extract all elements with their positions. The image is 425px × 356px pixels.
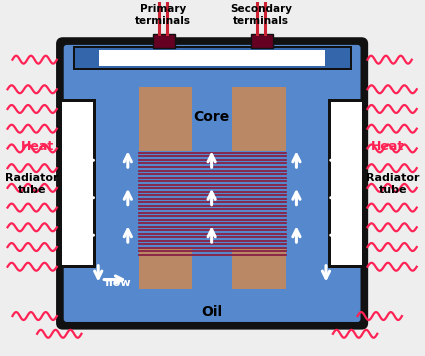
Bar	[74, 48, 350, 68]
Text: Radiator
tube: Radiator tube	[6, 173, 59, 195]
FancyBboxPatch shape	[64, 45, 360, 322]
Bar	[139, 87, 286, 151]
Bar	[328, 99, 366, 268]
Bar	[251, 34, 273, 48]
FancyBboxPatch shape	[58, 39, 366, 328]
Text: Primary
terminals: Primary terminals	[135, 5, 191, 26]
Text: Oil: Oil	[201, 305, 222, 319]
Bar	[139, 248, 286, 289]
Bar	[99, 50, 325, 66]
Bar	[331, 102, 363, 265]
Bar	[62, 102, 94, 265]
Bar	[73, 46, 351, 69]
Bar	[153, 34, 175, 48]
Text: Secondary
terminals: Secondary terminals	[230, 5, 292, 26]
Text: Heat: Heat	[371, 140, 405, 153]
Text: Radiator
tube: Radiator tube	[366, 173, 420, 195]
Text: flow: flow	[105, 278, 131, 288]
Bar	[192, 82, 232, 294]
Text: Heat: Heat	[20, 140, 54, 153]
Text: Core: Core	[193, 110, 230, 124]
Bar	[59, 99, 96, 268]
